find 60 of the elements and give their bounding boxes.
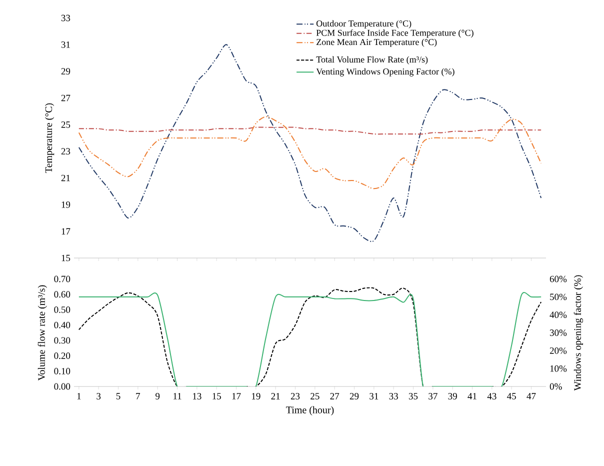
x-tick-label: 35 <box>408 393 418 400</box>
x-tick-label: 29 <box>350 393 359 400</box>
y-axis-title: Volume flow rate (m³/s) <box>38 285 47 381</box>
y-tick-label: 0.70 <box>54 276 70 282</box>
x-tick-label: 33 <box>389 393 398 400</box>
y-tick-label: 33 <box>61 14 70 22</box>
x-tick-label: 43 <box>487 393 496 400</box>
y-tick-label: 21 <box>61 174 70 182</box>
x-tick-label: 31 <box>370 393 378 400</box>
legend-label: Outdoor Temperature (°C) <box>316 20 412 28</box>
x-tick-label: 23 <box>290 393 300 400</box>
x-tick-label: 45 <box>507 393 516 400</box>
x-tick-label: 25 <box>310 393 320 400</box>
y-tick-label: 0.30 <box>54 337 70 344</box>
x-tick-label: 17 <box>232 393 241 400</box>
x-tick-label: 1 <box>77 393 81 400</box>
x-tick-label: 5 <box>116 393 120 400</box>
y2-tick-label: 60% <box>550 276 567 282</box>
x-tick-label: 11 <box>174 393 182 400</box>
y-tick-label: 0.40 <box>54 322 70 328</box>
y2-tick-label: 50% <box>550 294 567 300</box>
y2-tick-label: 0% <box>550 383 562 390</box>
legend-label: Venting Windows Opening Factor (%) <box>316 68 454 76</box>
y-tick-label: 0.20 <box>54 352 70 360</box>
y-axis-title: Temperature (°C) <box>45 103 54 173</box>
y-tick-label: 29 <box>61 68 70 75</box>
x-axis-title: Time (hour) <box>286 406 334 416</box>
x-tick-label: 19 <box>252 393 260 400</box>
y-tick-label: 23 <box>61 148 70 155</box>
line-series <box>78 116 542 190</box>
x-tick-label: 27 <box>330 393 340 400</box>
line-series <box>78 126 542 135</box>
x-tick-label: 47 <box>526 393 536 400</box>
x-tick-label: 9 <box>156 393 160 400</box>
x-tick-label: 15 <box>212 393 221 400</box>
legend-label: Zone Mean Air Temperature (°C) <box>316 38 437 47</box>
y-tick-label: 19 <box>62 201 70 208</box>
legend-label: PCM Surface Inside Face Temperature (°C) <box>316 29 474 38</box>
y-tick-label: 0.00 <box>54 383 70 390</box>
y2-axis-title: Windows opening factor (%) <box>574 275 584 391</box>
x-tick-label: 7 <box>136 393 140 400</box>
x-tick-label: 41 <box>468 393 476 400</box>
x-tick-label: 3 <box>96 393 101 400</box>
legend-label: Total Volume Flow Rate (m³/s) <box>316 56 428 64</box>
x-tick-label: 13 <box>193 393 202 400</box>
x-tick-label: 39 <box>448 393 457 400</box>
y-tick-label: 25 <box>61 121 70 128</box>
y-tick-label: 31 <box>61 41 70 48</box>
y2-tick-label: 30% <box>550 330 567 336</box>
y2-tick-label: 10% <box>550 365 567 372</box>
y-tick-label: 0.50 <box>54 306 70 313</box>
y-tick-label: 17 <box>62 228 70 234</box>
y2-tick-label: 40% <box>550 312 567 318</box>
y-tick-label: 27 <box>61 94 70 102</box>
x-tick-label: 21 <box>271 393 280 400</box>
y-tick-label: 15 <box>62 254 70 262</box>
y2-tick-label: 20% <box>550 347 567 354</box>
y-tick-label: 0.60 <box>54 291 70 298</box>
x-tick-label: 37 <box>428 393 438 400</box>
y-tick-label: 0.10 <box>54 368 70 374</box>
